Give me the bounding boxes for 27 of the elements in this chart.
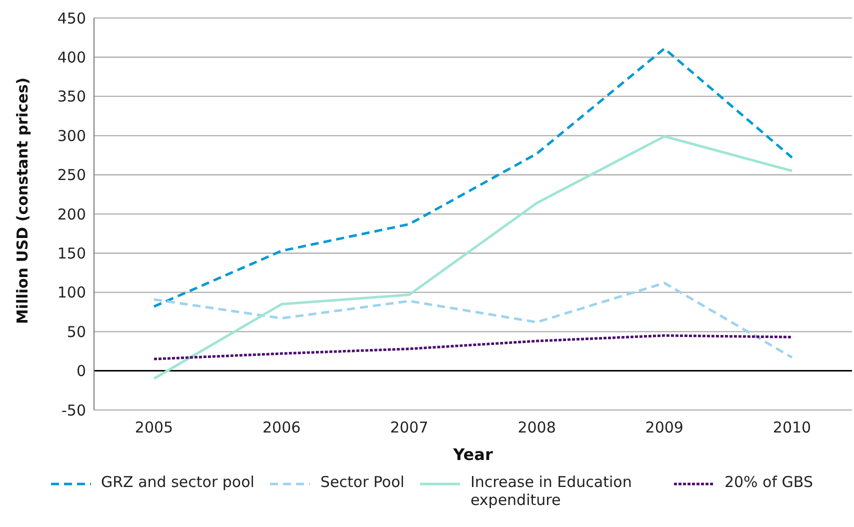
line-series [152, 282, 794, 359]
y-tick-label: 250 [57, 166, 86, 184]
y-tick-label: 50 [66, 322, 86, 341]
y-tick-label: 400 [57, 48, 86, 67]
x-tick-label: 2009 [645, 418, 684, 437]
y-axis-title: Million USD (constant prices) [13, 77, 32, 324]
y-tick-label: 200 [57, 205, 86, 224]
y-tick-label: 0 [76, 362, 86, 380]
y-tick-label: 350 [57, 88, 86, 106]
line-series [152, 47, 794, 308]
line-series [152, 135, 794, 380]
y-tick-label: 150 [57, 244, 86, 263]
y-tick-label: -50 [62, 401, 86, 420]
y-tick-label: 100 [57, 284, 86, 302]
line-series [152, 334, 794, 360]
x-tick-label: 2008 [518, 418, 556, 437]
y-tick-label: 300 [57, 126, 86, 145]
legend-label: Increase in Education expenditure [470, 473, 633, 509]
x-axis-title: Year [452, 445, 493, 464]
x-tick-label: 2006 [262, 418, 301, 437]
x-tick-label: 2010 [772, 418, 812, 437]
legend-label: GRZ and sector pool [101, 473, 254, 491]
x-tick-label: 2007 [390, 418, 428, 437]
x-tick-label: 2005 [134, 418, 174, 437]
y-tick-label: 450 [57, 9, 86, 28]
legend-label: 20% of GBS [724, 473, 813, 491]
legend-label: Sector Pool [320, 473, 404, 491]
